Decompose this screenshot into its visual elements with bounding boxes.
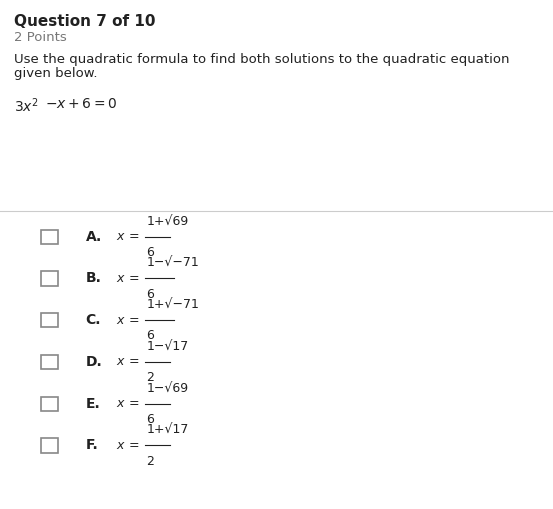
Text: $x\,=$: $x\,=$ (116, 397, 139, 410)
Text: 2 Points: 2 Points (14, 31, 66, 44)
Text: 2: 2 (147, 455, 154, 468)
Text: 1+√69: 1+√69 (147, 214, 189, 228)
Text: Question 7 of 10: Question 7 of 10 (14, 14, 155, 29)
Text: 2: 2 (147, 371, 154, 384)
Text: $- x + 6 = 0$: $- x + 6 = 0$ (45, 97, 118, 111)
Text: F.: F. (86, 438, 98, 453)
Text: $x\,=$: $x\,=$ (116, 230, 139, 243)
Text: 1−√−71: 1−√−71 (147, 256, 199, 269)
Text: $3x^2$: $3x^2$ (14, 97, 39, 116)
Text: C.: C. (86, 313, 101, 327)
Text: $x\,=$: $x\,=$ (116, 439, 139, 452)
Text: A.: A. (86, 230, 102, 244)
Text: 1+√−71: 1+√−71 (147, 298, 200, 311)
Text: E.: E. (86, 397, 101, 411)
Text: 6: 6 (147, 329, 154, 343)
Text: $x\,=$: $x\,=$ (116, 355, 139, 369)
Text: 6: 6 (147, 413, 154, 426)
Text: Use the quadratic formula to find both solutions to the quadratic equation: Use the quadratic formula to find both s… (14, 53, 509, 67)
Text: $x\,=$: $x\,=$ (116, 314, 139, 327)
Text: 6: 6 (147, 288, 154, 301)
Text: 6: 6 (147, 246, 154, 259)
Text: $x\,=$: $x\,=$ (116, 272, 139, 285)
Text: 1−√17: 1−√17 (147, 340, 189, 353)
Text: 1+√17: 1+√17 (147, 423, 189, 436)
Text: B.: B. (86, 271, 102, 286)
Text: given below.: given below. (14, 67, 97, 80)
Text: D.: D. (86, 355, 102, 369)
Text: 1−√69: 1−√69 (147, 381, 189, 394)
